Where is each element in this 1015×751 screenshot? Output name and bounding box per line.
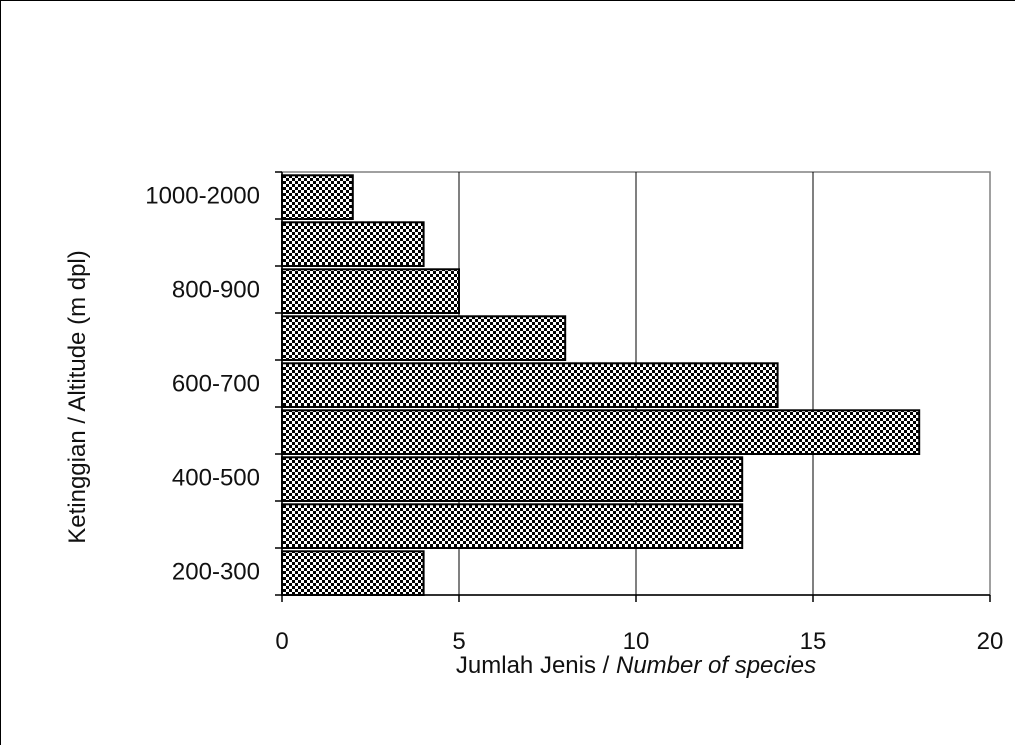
y-tick-label: 400-500: [172, 465, 260, 492]
bar: [281, 315, 567, 362]
y-tick-label: 800-900: [172, 277, 260, 304]
x-tick-label: 20: [977, 628, 1004, 655]
bar: [281, 550, 425, 596]
bar: [281, 456, 744, 503]
x-tick-label: 10: [623, 628, 650, 655]
x-tick-label: 0: [275, 628, 288, 655]
bar: [281, 221, 425, 267]
y-tick-label: 200-300: [172, 559, 260, 586]
y-tick-label: 1000-2000: [145, 183, 260, 210]
bar: [281, 503, 744, 550]
x-tick-label: 15: [800, 628, 827, 655]
x-axis-title: Jumlah Jenis / Number of species: [456, 652, 816, 679]
y-axis-title: Ketinggian / Altitude (m dpl): [64, 250, 91, 544]
bar: [281, 362, 779, 409]
x-tick-label: 5: [452, 628, 465, 655]
x-axis-title-italic: Number of species: [616, 652, 816, 679]
bar: [281, 268, 460, 315]
y-tick-labels: 200-300 400-500 600-700 800-900 1000-2000: [145, 183, 260, 586]
bar: [281, 174, 354, 220]
axes: [275, 171, 991, 602]
bars: [281, 174, 921, 596]
bar: [281, 409, 921, 456]
y-tick-label: 600-700: [172, 371, 260, 398]
x-axis-title-main: Jumlah Jenis /: [456, 652, 616, 679]
x-tick-labels: 0 5 10 15 20: [275, 628, 1003, 655]
